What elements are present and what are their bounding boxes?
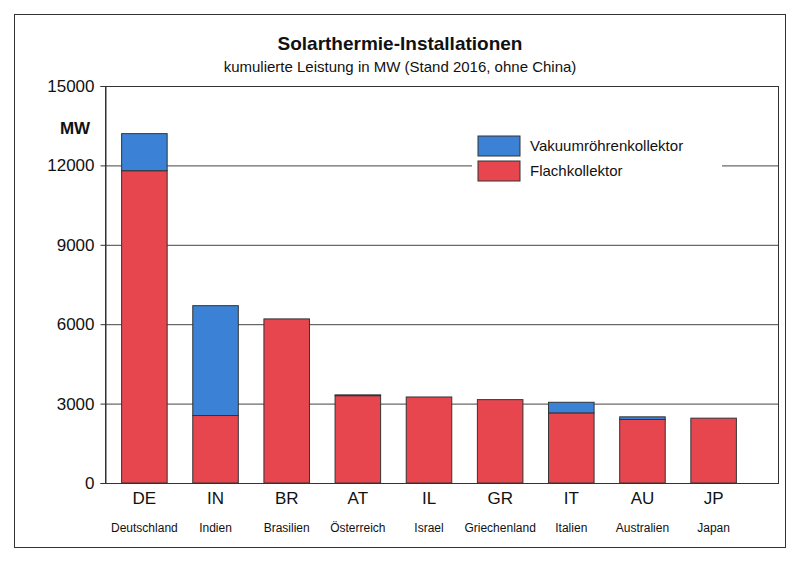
x-tick-label: DE — [133, 489, 157, 508]
y-tick: 9000 — [57, 236, 106, 255]
category-name: Indien — [199, 521, 232, 535]
x-tick-label: IN — [207, 489, 224, 508]
y-tick-mark — [101, 483, 106, 484]
bar-segment — [264, 319, 310, 483]
y-tick-mark — [101, 324, 106, 325]
y-tick: 3000 — [57, 395, 106, 414]
category-name: Israel — [414, 521, 443, 535]
chart: Solarthermie-Installationen kumulierte Le… — [0, 0, 800, 564]
category-name: Australien — [616, 521, 669, 535]
x-tick: GR — [487, 484, 512, 508]
x-tick: IT — [564, 484, 579, 508]
y-tick-label: 6000 — [57, 315, 95, 334]
legend-swatch — [478, 136, 520, 156]
title: Solarthermie-Installationen — [278, 33, 523, 54]
y-tick-label: 15000 — [47, 77, 94, 96]
category-name: Japan — [697, 521, 730, 535]
bar-segment — [264, 318, 310, 319]
category-name: Griechenland — [464, 521, 535, 535]
y-tick-mark — [101, 245, 106, 246]
category-name: Italien — [555, 521, 587, 535]
x-tick: JP — [704, 484, 724, 508]
y-tick: 12000 — [47, 156, 105, 175]
y-axis-title: MW — [60, 119, 91, 138]
x-tick: DE — [133, 484, 157, 508]
bar-segment — [122, 171, 168, 483]
x-tick: BR — [275, 484, 299, 508]
x-tick-label: IL — [422, 489, 436, 508]
legend-label: Flachkollektor — [530, 162, 623, 179]
x-tick-label: GR — [487, 489, 512, 508]
y-tick-mark — [101, 86, 106, 87]
x-tick-label: BR — [275, 489, 299, 508]
y-axis: 0 3000 6000 9000 12000 15000 — [47, 77, 106, 493]
bar-segment — [406, 397, 452, 483]
y-axis-line — [101, 87, 107, 484]
bar-segment — [335, 394, 381, 396]
legend-background — [472, 130, 722, 188]
x-tick-label: AU — [631, 489, 655, 508]
x-axis: DE IN BR AT IL GR IT AU JP — [97, 484, 763, 508]
x-axis-line — [97, 484, 763, 485]
bar-segment — [477, 400, 523, 483]
bar-segment — [193, 306, 239, 416]
bar-segment — [691, 418, 737, 419]
category-name: Brasilien — [264, 521, 310, 535]
legend: Vakuumröhrenkollektor Flachkollektor — [472, 130, 722, 188]
bar-segment — [691, 418, 737, 483]
subtitle: kumulierte Leistung in MW (Stand 2016, o… — [224, 58, 577, 75]
legend-swatch — [478, 161, 520, 181]
x-tick-label: JP — [704, 489, 724, 508]
bar-segment — [620, 419, 666, 483]
legend-label: Vakuumröhrenkollektor — [530, 137, 683, 154]
category-name: Deutschland — [111, 521, 178, 535]
x-tick: IL — [422, 484, 436, 508]
grid-line — [105, 245, 778, 246]
x-tick-label: IT — [564, 489, 579, 508]
x-tick: IN — [207, 484, 224, 508]
x-tick-label: AT — [348, 489, 368, 508]
y-tick-label: 12000 — [47, 156, 94, 175]
y-tick: 0 — [85, 474, 105, 493]
x-tick: AT — [348, 484, 368, 508]
bar-segment — [122, 134, 168, 171]
plot-frame — [106, 87, 779, 484]
bar-segment — [193, 416, 239, 483]
bar-segment — [406, 396, 452, 397]
bar-segment — [477, 399, 523, 400]
y-tick-label: 3000 — [57, 395, 95, 414]
category-names: Deutschland Indien Brasilien Österreich Isra… — [111, 521, 730, 535]
bar-segment — [335, 396, 381, 483]
outer-frame — [15, 15, 786, 548]
bar-segment — [549, 402, 595, 413]
bar-segment — [620, 417, 666, 420]
grid — [105, 87, 778, 484]
y-tick-label: 9000 — [57, 236, 95, 255]
y-tick-mark — [101, 404, 106, 405]
y-tick-label: 0 — [85, 474, 94, 493]
x-tick: AU — [631, 484, 655, 508]
y-tick: 15000 — [47, 77, 105, 96]
y-tick: 6000 — [57, 315, 106, 334]
category-name: Österreich — [330, 521, 385, 535]
y-tick-mark — [101, 165, 106, 166]
bar-segment — [549, 413, 595, 483]
